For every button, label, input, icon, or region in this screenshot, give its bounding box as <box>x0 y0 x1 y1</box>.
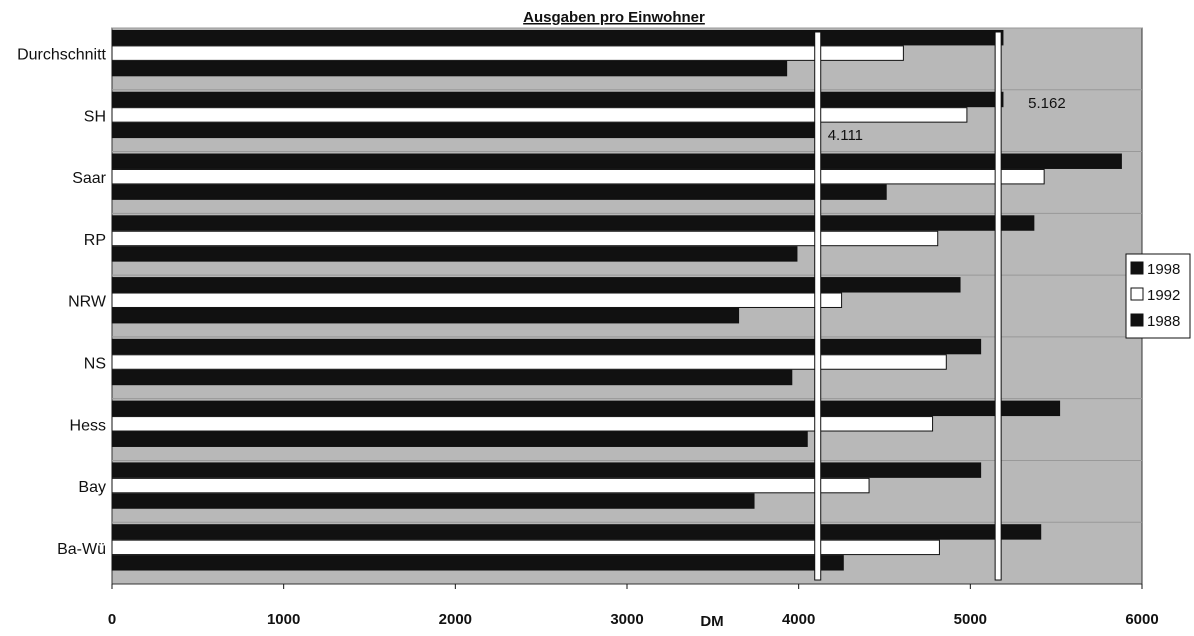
bar-1998 <box>111 277 961 293</box>
legend-label: 1998 <box>1147 261 1180 278</box>
bar-1992 <box>111 230 939 247</box>
bar-1992 <box>111 107 968 123</box>
bar-1992 <box>111 45 904 61</box>
bar-1992 <box>111 168 1045 185</box>
reference-lines: 4.111 5.162 <box>814 31 1066 581</box>
bar-1992 <box>111 539 940 556</box>
bar-1992 <box>111 477 870 494</box>
x-tick-label: 6000 <box>1125 611 1158 628</box>
bar-1998 <box>111 400 1061 417</box>
reference-line-label: 5.162 <box>1028 95 1066 112</box>
legend-label: 1988 <box>1147 313 1180 330</box>
reference-line-label: 4.111 <box>828 127 863 144</box>
legend: 1998 1992 1988 <box>1125 253 1191 339</box>
x-tick-label: 0 <box>108 611 116 628</box>
bar-1998 <box>111 153 1122 169</box>
category-labels: Durchschnitt SH Saar RP NRW NS Hess Bay Ba-Wü <box>17 47 107 558</box>
reference-line <box>814 31 822 581</box>
bar-1988 <box>111 369 793 386</box>
legend-swatch-1998 <box>1130 261 1144 275</box>
bar-1998 <box>111 462 982 478</box>
bar-1998 <box>111 524 1042 540</box>
category-label: NRW <box>68 294 107 311</box>
category-label: Bay <box>78 479 106 496</box>
category-label: Hess <box>70 417 106 434</box>
category-label: SH <box>84 108 106 125</box>
bar-1998 <box>111 91 1004 108</box>
x-tick-label: 2000 <box>439 611 472 628</box>
category-label: Saar <box>72 170 106 187</box>
x-tick-label: 1000 <box>267 611 300 628</box>
bar-1988 <box>111 493 755 509</box>
bar-1988 <box>111 184 887 200</box>
bar-1988 <box>111 307 740 324</box>
x-tick-label: 5000 <box>954 611 987 628</box>
legend-swatch-1992 <box>1130 287 1144 301</box>
bar-1998 <box>111 29 1004 46</box>
x-axis-label: DM <box>700 613 723 630</box>
bar-1988 <box>111 246 798 262</box>
bar-1998 <box>111 215 1035 231</box>
category-label: Ba-Wü <box>57 541 106 558</box>
bar-1988 <box>111 122 819 139</box>
bar-1992 <box>111 416 934 432</box>
bar-1998 <box>111 338 982 355</box>
legend-swatch-1988 <box>1130 313 1144 327</box>
chart-title: Ausgaben pro Einwohner <box>523 9 705 26</box>
reference-line <box>994 31 1002 581</box>
category-label: NS <box>84 356 106 373</box>
bars-group <box>111 27 1142 571</box>
bar-1988 <box>111 60 788 77</box>
bar-1988 <box>111 431 808 447</box>
x-tick-labels: 0 1000 2000 3000 4000 5000 6000 <box>108 584 1159 628</box>
category-label: RP <box>84 232 106 249</box>
legend-label: 1992 <box>1147 287 1180 304</box>
bar-1992 <box>111 292 843 308</box>
bar-1988 <box>111 555 844 571</box>
x-tick-label: 3000 <box>610 611 643 628</box>
bar-1992 <box>111 354 947 370</box>
category-label: Durchschnitt <box>17 47 106 64</box>
x-tick-label: 4000 <box>782 611 815 628</box>
